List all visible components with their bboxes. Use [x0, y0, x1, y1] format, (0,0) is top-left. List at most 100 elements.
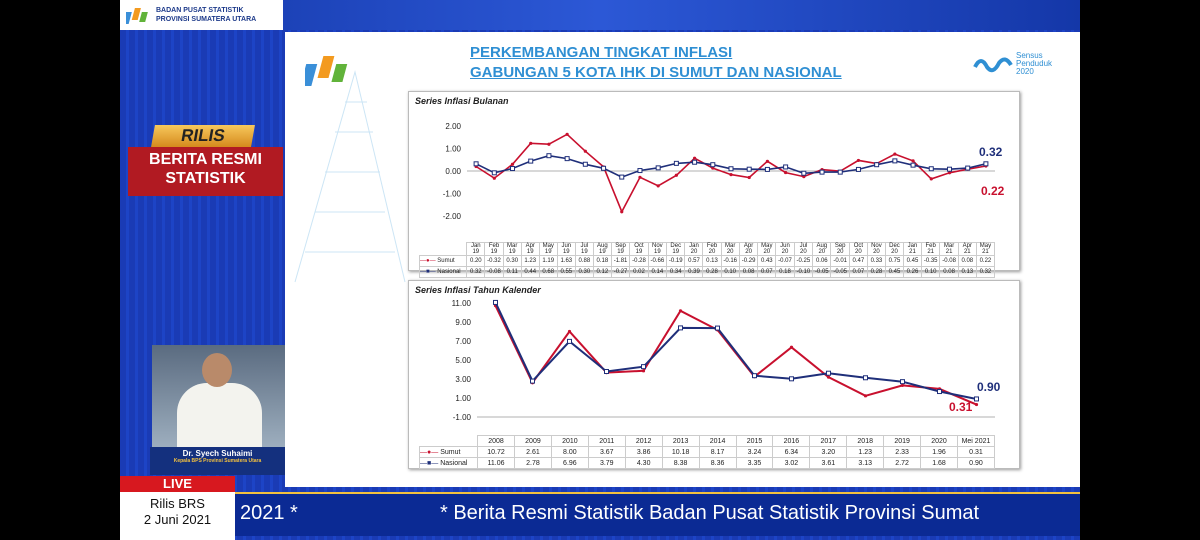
table-cell: 0.44 [520, 266, 540, 278]
point-nasional [764, 166, 770, 172]
y-tick-label: 2.00 [445, 122, 461, 131]
table-cell: 0.06 [812, 255, 832, 267]
table-cell: 3.61 [809, 457, 848, 469]
table-cell: -0.66 [647, 255, 668, 267]
table-cell: 1.23 [846, 446, 885, 458]
table-corner [420, 243, 467, 256]
speaker-caption: Dr. Syech Suhaimi Kepala BPS Provinsi Su… [150, 447, 285, 475]
table-cell: 1.19 [538, 255, 558, 267]
monthly-data-table: Jan 19 Feb 19 Mar 19 Apr 19 May 19 Jun 19 Jul 19 Aug 19… [418, 242, 996, 278]
slide-title-line2: GABUNGAN 5 KOTA IHK DI SUMUT DAN NASIONA… [470, 64, 842, 81]
table-cell: 0.08 [738, 266, 759, 278]
table-header-cell: May 19 [538, 242, 558, 256]
point-nasional [928, 166, 934, 172]
point-nasional [965, 165, 971, 171]
table-cell: -0.19 [666, 255, 686, 267]
table-header-cell: 2011 [587, 435, 626, 447]
table-cell: 10.72 [476, 446, 516, 458]
point-nasional [937, 389, 942, 395]
table-cell: 8.17 [698, 446, 737, 458]
point-nasional [567, 338, 572, 344]
point-nasional [678, 325, 683, 331]
table-cell: 0.55 [556, 266, 576, 278]
table-header-cell: 2010 [550, 435, 589, 447]
legend-label: Nasional [440, 459, 468, 467]
live-line1: Rilis BRS [150, 496, 205, 511]
point-nasional [528, 158, 534, 164]
table-header-cell: Jun 20 [775, 242, 795, 256]
table-cell: 0.43 [757, 255, 777, 267]
point-nasional [837, 169, 843, 175]
org-line1: BADAN PUSAT STATISTIK [156, 7, 244, 14]
y-tick-label: 11.00 [452, 299, 472, 308]
speaker-head [202, 353, 232, 387]
table-cell: 3.79 [587, 457, 626, 469]
point-nasional [491, 170, 497, 176]
table-header-cell: 2014 [698, 435, 737, 447]
org-line2: PROVINSI SUMATERA UTARA [156, 16, 257, 23]
table-corner [420, 436, 478, 447]
bps-logo-header: BADAN PUSAT STATISTIK PROVINSI SUMATERA … [120, 0, 283, 30]
point-sumut [974, 402, 979, 407]
point-nasional [855, 166, 861, 172]
table-cell: 2.72 [883, 457, 922, 469]
table-header-cell: Oct 19 [629, 242, 649, 256]
point-sumut [911, 159, 915, 163]
point-nasional [564, 156, 570, 162]
bps-slide-logo-icon [305, 56, 348, 86]
point-nasional [673, 160, 679, 166]
table-cell: 0.68 [538, 266, 558, 278]
table-cell: 0.07 [848, 266, 868, 278]
table-header-cell: 2013 [661, 435, 700, 447]
table-header-cell: Feb 19 [484, 242, 504, 256]
point-nasional [746, 166, 752, 172]
speaker-role: Kepala BPS Provinsi Sumatera Utara [173, 458, 262, 464]
table-cell: 0.88 [574, 255, 594, 267]
table-header-cell: Aug 20 [812, 242, 832, 256]
table-header-cell: Jan 20 [684, 242, 704, 256]
point-nasional [641, 364, 646, 370]
table-cell: 0.08 [957, 255, 977, 267]
monthly-chart-panel: Series Inflasi Bulanan 2.00 1.00 0.00 -1.00… [408, 91, 1020, 278]
table-header-cell: 2012 [624, 435, 663, 447]
table-header-cell: Jan 19 [466, 242, 486, 256]
table-cell: -0.29 [738, 255, 759, 267]
point-nasional [863, 375, 868, 381]
table-header-cell: May 21 [975, 242, 996, 256]
y-tick-label: 1.00 [445, 145, 461, 154]
table-cell: 0.32 [466, 266, 486, 278]
point-sumut [947, 171, 952, 175]
table-cell: -0.32 [484, 255, 504, 267]
y-tick-label: 5.00 [455, 356, 471, 365]
bps-logo-icon [126, 8, 148, 24]
point-nasional [692, 159, 698, 165]
census-logo: Sensus Penduduk 2020 [973, 52, 1052, 76]
point-nasional [473, 161, 479, 167]
table-header-cell: 2019 [883, 435, 922, 447]
y-tick-label: 1.00 [455, 394, 471, 403]
y-tick-label: 9.00 [455, 318, 471, 327]
table-cell: 0.45 [884, 266, 904, 278]
table-cell: 3.20 [809, 446, 848, 458]
table-header-cell: Jun 19 [556, 242, 576, 256]
table-cell: -0.27 [610, 266, 631, 278]
census-word2: Penduduk [1016, 59, 1053, 68]
table-row: —■— Nasional 11.06 2.78 6.96 3.79 4.30 8.38 8.3… [419, 457, 996, 469]
legend-label: Sumut [437, 258, 455, 264]
point-nasional [783, 164, 789, 170]
table-cell: 0.90 [956, 457, 996, 469]
ticker-left-text: 2021 * [240, 502, 298, 524]
speaker-body [177, 383, 262, 450]
point-nasional [801, 170, 807, 176]
table-cell: 1.63 [556, 255, 576, 267]
annual-chart-panel: Series Inflasi Tahun Kalender 11.00 9.00 7… [408, 280, 1020, 469]
table-cell: -0.35 [920, 255, 941, 267]
table-row: —●— Sumut 10.72 2.61 8.00 3.67 3.86 10.18 8.17 3… [419, 446, 996, 458]
table-cell: 0.08 [939, 266, 959, 278]
table-cell: 0.14 [647, 266, 668, 278]
table-cell: 0.22 [975, 255, 996, 267]
table-cell: 0.34 [666, 266, 686, 278]
table-cell: 0.20 [466, 255, 486, 267]
point-nasional [946, 166, 952, 172]
y-tick-label: -1.00 [453, 413, 472, 422]
